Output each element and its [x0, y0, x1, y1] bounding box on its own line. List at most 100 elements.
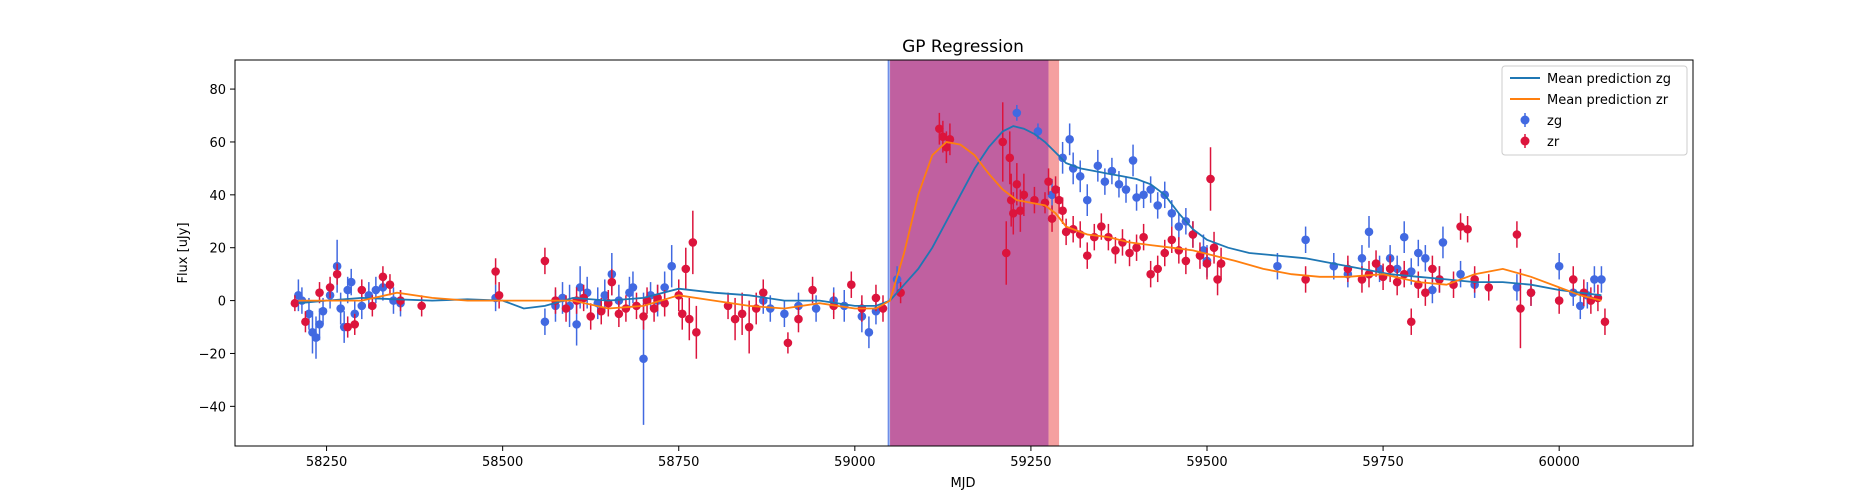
- x-axis: 58250 58500 58750 59000 59250 59500 59750 60000: [306, 446, 1580, 470]
- point-zr-1: [301, 317, 310, 327]
- point-zr-72: [1061, 227, 1071, 237]
- point-zr-2: [315, 288, 324, 297]
- point-zg-100: [1597, 275, 1606, 284]
- point-zr-23: [607, 277, 617, 287]
- y-tick-label-0: 0: [218, 295, 226, 310]
- point-zr-68: [1047, 214, 1057, 223]
- point-zr-41: [744, 322, 754, 332]
- point-zr-11: [396, 296, 405, 305]
- point-zr-35: [685, 314, 694, 324]
- point-zr-9: [378, 272, 388, 282]
- point-zr-57: [998, 137, 1008, 147]
- point-zr-117: [1516, 304, 1525, 313]
- point-zr-71: [1058, 206, 1067, 215]
- point-zg-67: [1153, 201, 1162, 210]
- point-zg-41: [780, 309, 789, 319]
- x-tick-label-59000: 59000: [834, 455, 875, 470]
- point-zr-112: [1456, 222, 1465, 231]
- point-zr-0: [290, 298, 300, 308]
- point-zg-6: [318, 306, 328, 316]
- point-zg-62: [1121, 185, 1131, 194]
- y-tick-label-80: 80: [209, 83, 226, 98]
- point-zr-96: [1216, 259, 1226, 268]
- legend-label-zg: zg: [1547, 114, 1562, 129]
- x-tick-label-58500: 58500: [482, 455, 523, 470]
- point-zg-33: [628, 283, 638, 292]
- point-zr-77: [1097, 222, 1106, 231]
- point-zr-25: [621, 304, 631, 313]
- point-zg-66: [1146, 185, 1155, 194]
- chart-title: GP Regression: [902, 37, 1024, 57]
- shaded-region-2: [1048, 60, 1060, 446]
- point-zr-21: [596, 306, 606, 316]
- point-zg-87: [1421, 253, 1430, 263]
- point-zr-70: [1054, 195, 1064, 205]
- point-zr-37: [692, 328, 701, 337]
- point-zr-69: [1051, 185, 1060, 194]
- shaded-region-1: [890, 60, 1049, 446]
- point-zr-118: [1526, 288, 1536, 297]
- point-zg-57: [1082, 195, 1092, 205]
- point-zg-5: [315, 320, 324, 329]
- point-zg-50: [1012, 108, 1022, 118]
- point-zg-2: [304, 309, 314, 319]
- point-zg-65: [1139, 190, 1148, 200]
- point-zr-115: [1484, 283, 1494, 292]
- point-zr-108: [1421, 288, 1430, 297]
- point-zr-43: [758, 288, 768, 297]
- point-zg-91: [1456, 269, 1465, 279]
- point-zr-92: [1202, 259, 1212, 268]
- point-zg-53: [1058, 153, 1067, 163]
- mean-prediction-line-zg: [298, 125, 1602, 310]
- point-zg-56: [1075, 172, 1085, 181]
- y-tick-label-20: 20: [209, 242, 226, 257]
- point-zg-64: [1132, 193, 1141, 202]
- point-zg-47: [864, 328, 874, 337]
- y-tick-label-40: 40: [209, 189, 226, 204]
- point-zr-81: [1125, 248, 1134, 258]
- point-zg-11: [343, 285, 352, 295]
- point-zr-36: [688, 238, 698, 247]
- legend-label-zr: zr: [1547, 135, 1560, 150]
- point-zg-86: [1414, 248, 1423, 258]
- point-zr-46: [808, 285, 817, 295]
- point-zr-40: [737, 309, 747, 319]
- point-zr-64: [1019, 190, 1029, 200]
- point-zg-95: [1554, 261, 1564, 271]
- plot-frame: [234, 59, 1694, 447]
- point-zr-33: [677, 309, 687, 319]
- series-zg: [294, 104, 1606, 425]
- legend-swatch-zg-marker: [1520, 115, 1530, 125]
- point-zg-76: [1301, 235, 1310, 245]
- point-zr-7: [357, 285, 367, 295]
- point-zr-106: [1406, 317, 1416, 327]
- point-zg-88: [1428, 285, 1437, 295]
- point-zg-51: [1033, 127, 1043, 136]
- point-zr-15: [540, 256, 550, 266]
- point-zr-27: [639, 312, 648, 321]
- point-zr-45: [794, 314, 803, 324]
- x-tick-label-59250: 59250: [1010, 455, 1051, 470]
- point-zr-48: [847, 280, 856, 290]
- point-zg-34: [639, 354, 648, 364]
- point-zg-26: [575, 283, 585, 292]
- point-zg-97: [1576, 301, 1585, 311]
- legend-box: [1501, 65, 1688, 156]
- point-zg-58: [1093, 161, 1103, 171]
- point-zr-63: [1016, 206, 1025, 215]
- point-zg-69: [1167, 209, 1177, 218]
- point-zg-25: [572, 320, 581, 329]
- x-axis-label: MJD: [950, 476, 975, 491]
- legend-swatch-zr-marker: [1520, 136, 1530, 146]
- point-zr-95: [1213, 275, 1222, 284]
- point-zg-38: [667, 261, 676, 271]
- point-zr-89: [1181, 256, 1191, 266]
- point-zr-103: [1385, 264, 1395, 274]
- point-zr-12: [417, 301, 426, 311]
- point-zr-113: [1463, 224, 1472, 234]
- point-zr-99: [1357, 275, 1367, 284]
- point-zr-86: [1160, 248, 1170, 258]
- point-zr-53: [935, 124, 944, 134]
- point-zg-21: [540, 317, 550, 327]
